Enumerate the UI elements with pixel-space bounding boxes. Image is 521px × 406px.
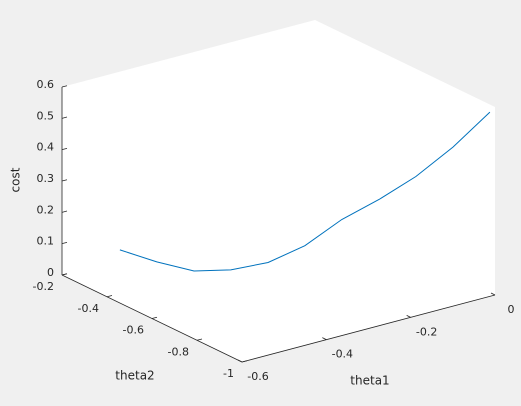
x-tick — [490, 292, 496, 296]
z-tick-label: 0.4 — [37, 141, 55, 154]
cost-curve — [119, 111, 491, 272]
z-tick-label: 0.6 — [37, 78, 55, 91]
y-tick — [106, 295, 113, 298]
z-tick-label: 0.5 — [37, 109, 55, 122]
z-axis-title: cost — [9, 167, 23, 192]
x-tick — [322, 337, 327, 341]
x-tick-label: 0 — [508, 303, 515, 316]
x-tick-label: -0.6 — [247, 370, 268, 383]
z-tick-label: 0.2 — [37, 203, 55, 216]
y-tick-label: -0.8 — [168, 345, 189, 358]
y-tick — [196, 338, 203, 341]
y-tick — [241, 360, 248, 363]
z-tick — [61, 179, 68, 182]
y-tick-label: -0.2 — [33, 280, 54, 293]
z-tick-label: 0 — [47, 266, 54, 279]
plot-area — [62, 20, 495, 362]
y-tick — [61, 273, 68, 276]
x-axis-line — [241, 294, 496, 363]
x-tick — [237, 359, 243, 363]
y-axis-title: theta2 — [115, 369, 154, 383]
z-tick-label: 0.1 — [37, 235, 55, 248]
z-tick — [61, 147, 68, 151]
z-tick — [61, 116, 68, 119]
x-tick-label: -0.4 — [332, 348, 353, 361]
x-tick-label: -0.2 — [416, 325, 437, 338]
z-tick-label: 0.3 — [37, 172, 55, 185]
z-tick — [61, 241, 68, 245]
x-axis-title: theta1 — [350, 374, 389, 388]
z-tick — [61, 210, 68, 213]
x-tick — [406, 314, 411, 318]
y-tick-label: -1 — [223, 367, 234, 380]
y-tick-label: -0.4 — [78, 302, 99, 315]
y-tick-label: -0.6 — [123, 324, 144, 337]
z-tick — [61, 85, 68, 88]
y-tick — [151, 316, 158, 319]
